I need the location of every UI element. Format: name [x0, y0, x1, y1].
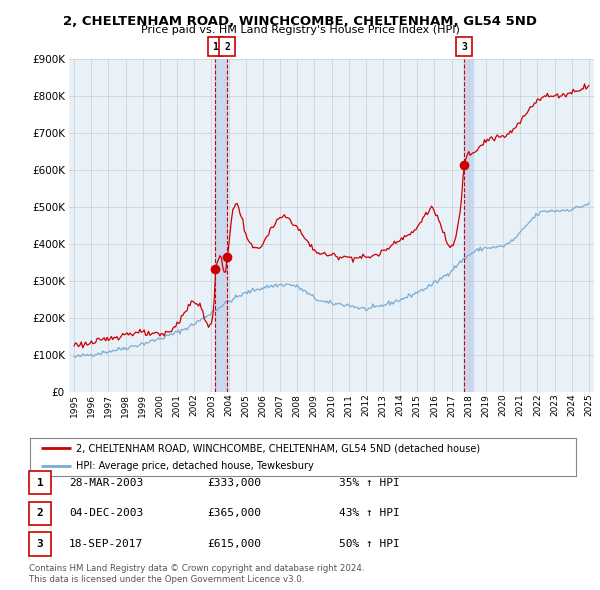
- Text: £615,000: £615,000: [207, 539, 261, 549]
- Text: 2, CHELTENHAM ROAD, WINCHCOMBE, CHELTENHAM, GL54 5ND (detached house): 2, CHELTENHAM ROAD, WINCHCOMBE, CHELTENH…: [76, 443, 481, 453]
- Text: Contains HM Land Registry data © Crown copyright and database right 2024.: Contains HM Land Registry data © Crown c…: [29, 565, 364, 573]
- Text: 35% ↑ HPI: 35% ↑ HPI: [339, 478, 400, 487]
- Text: 04-DEC-2003: 04-DEC-2003: [69, 509, 143, 518]
- Text: 2: 2: [224, 42, 230, 51]
- Text: 1: 1: [37, 478, 43, 487]
- Text: 43% ↑ HPI: 43% ↑ HPI: [339, 509, 400, 518]
- Text: 18-SEP-2017: 18-SEP-2017: [69, 539, 143, 549]
- Bar: [464, 59, 473, 392]
- Text: This data is licensed under the Open Government Licence v3.0.: This data is licensed under the Open Gov…: [29, 575, 304, 584]
- Text: £333,000: £333,000: [207, 478, 261, 487]
- Text: HPI: Average price, detached house, Tewkesbury: HPI: Average price, detached house, Tewk…: [76, 461, 314, 471]
- Text: 1: 1: [212, 42, 218, 51]
- Text: 2: 2: [37, 509, 43, 518]
- Text: 50% ↑ HPI: 50% ↑ HPI: [339, 539, 400, 549]
- Text: £365,000: £365,000: [207, 509, 261, 518]
- Text: Price paid vs. HM Land Registry's House Price Index (HPI): Price paid vs. HM Land Registry's House …: [140, 25, 460, 35]
- Text: 3: 3: [461, 42, 467, 51]
- Text: 3: 3: [37, 539, 43, 549]
- Text: 28-MAR-2003: 28-MAR-2003: [69, 478, 143, 487]
- Bar: [215, 59, 227, 392]
- Text: 2, CHELTENHAM ROAD, WINCHCOMBE, CHELTENHAM, GL54 5ND: 2, CHELTENHAM ROAD, WINCHCOMBE, CHELTENH…: [63, 15, 537, 28]
